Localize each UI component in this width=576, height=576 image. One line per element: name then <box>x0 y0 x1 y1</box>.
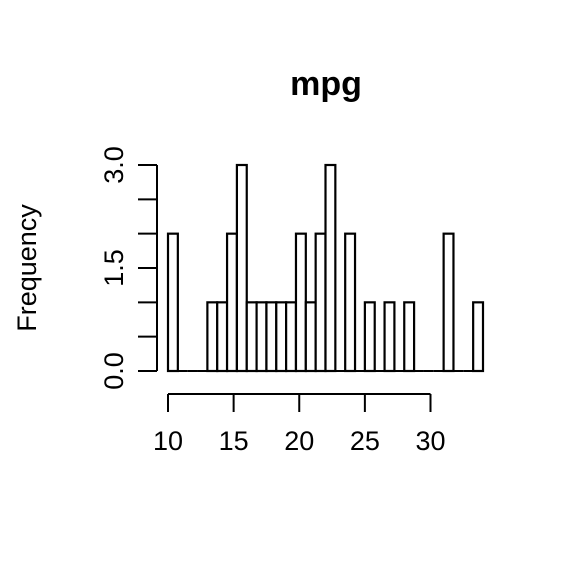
chart-title: mpg <box>290 65 362 103</box>
y-tick-label: 1.5 <box>99 249 129 287</box>
histogram-bar <box>442 232 455 373</box>
x-tick-label: 20 <box>284 426 314 456</box>
x-tick-label: 15 <box>219 426 249 456</box>
histogram-bar <box>206 301 219 373</box>
histogram-bar <box>314 232 327 373</box>
histogram-bar <box>225 232 239 373</box>
bars-group <box>166 163 485 373</box>
x-tick-label: 30 <box>415 426 445 456</box>
histogram-bar <box>265 301 278 373</box>
histogram-bar <box>275 301 288 373</box>
histogram-bar <box>166 232 179 373</box>
y-tick-label: 0.0 <box>99 352 129 390</box>
y-axis: 0.0 1.5 3.0 <box>99 146 158 390</box>
histogram-bar <box>235 163 248 373</box>
histogram-bar <box>216 301 229 373</box>
x-tick-label: 10 <box>153 426 183 456</box>
histogram-bar <box>285 301 298 373</box>
histogram-bar <box>472 301 485 373</box>
x-axis: 10 15 20 25 30 <box>153 393 446 456</box>
histogram-bar <box>294 232 307 373</box>
histogram-bar <box>324 163 337 373</box>
histogram-bar <box>383 301 396 373</box>
histogram-bar <box>344 232 357 373</box>
y-tick-label: 3.0 <box>99 146 129 184</box>
histogram-bar <box>403 301 416 373</box>
histogram-bar <box>304 301 317 373</box>
y-axis-label: Frequency <box>12 204 42 332</box>
histogram-bar <box>255 301 268 373</box>
x-tick-label: 25 <box>350 426 380 456</box>
histogram-bar <box>245 301 258 373</box>
histogram-bar <box>363 301 376 373</box>
